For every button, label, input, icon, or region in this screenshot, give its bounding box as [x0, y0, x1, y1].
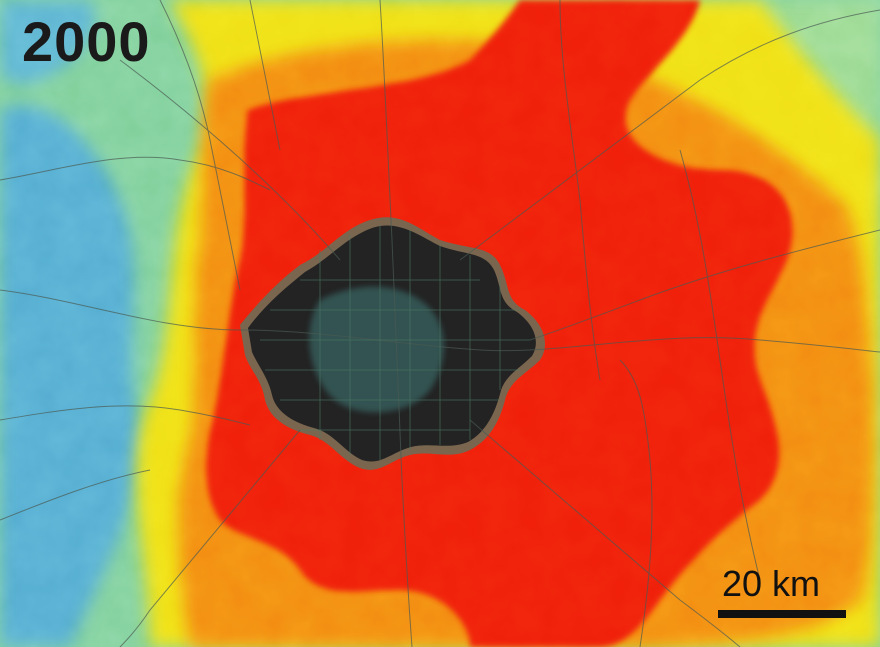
- scale-bar-line: [718, 610, 846, 618]
- scale-bar: 20 km: [716, 566, 848, 626]
- urban-streets: [260, 225, 530, 460]
- year-label: 2000: [22, 10, 151, 73]
- urban-core-inner: [309, 286, 444, 413]
- scale-bar-label: 20 km: [722, 563, 821, 604]
